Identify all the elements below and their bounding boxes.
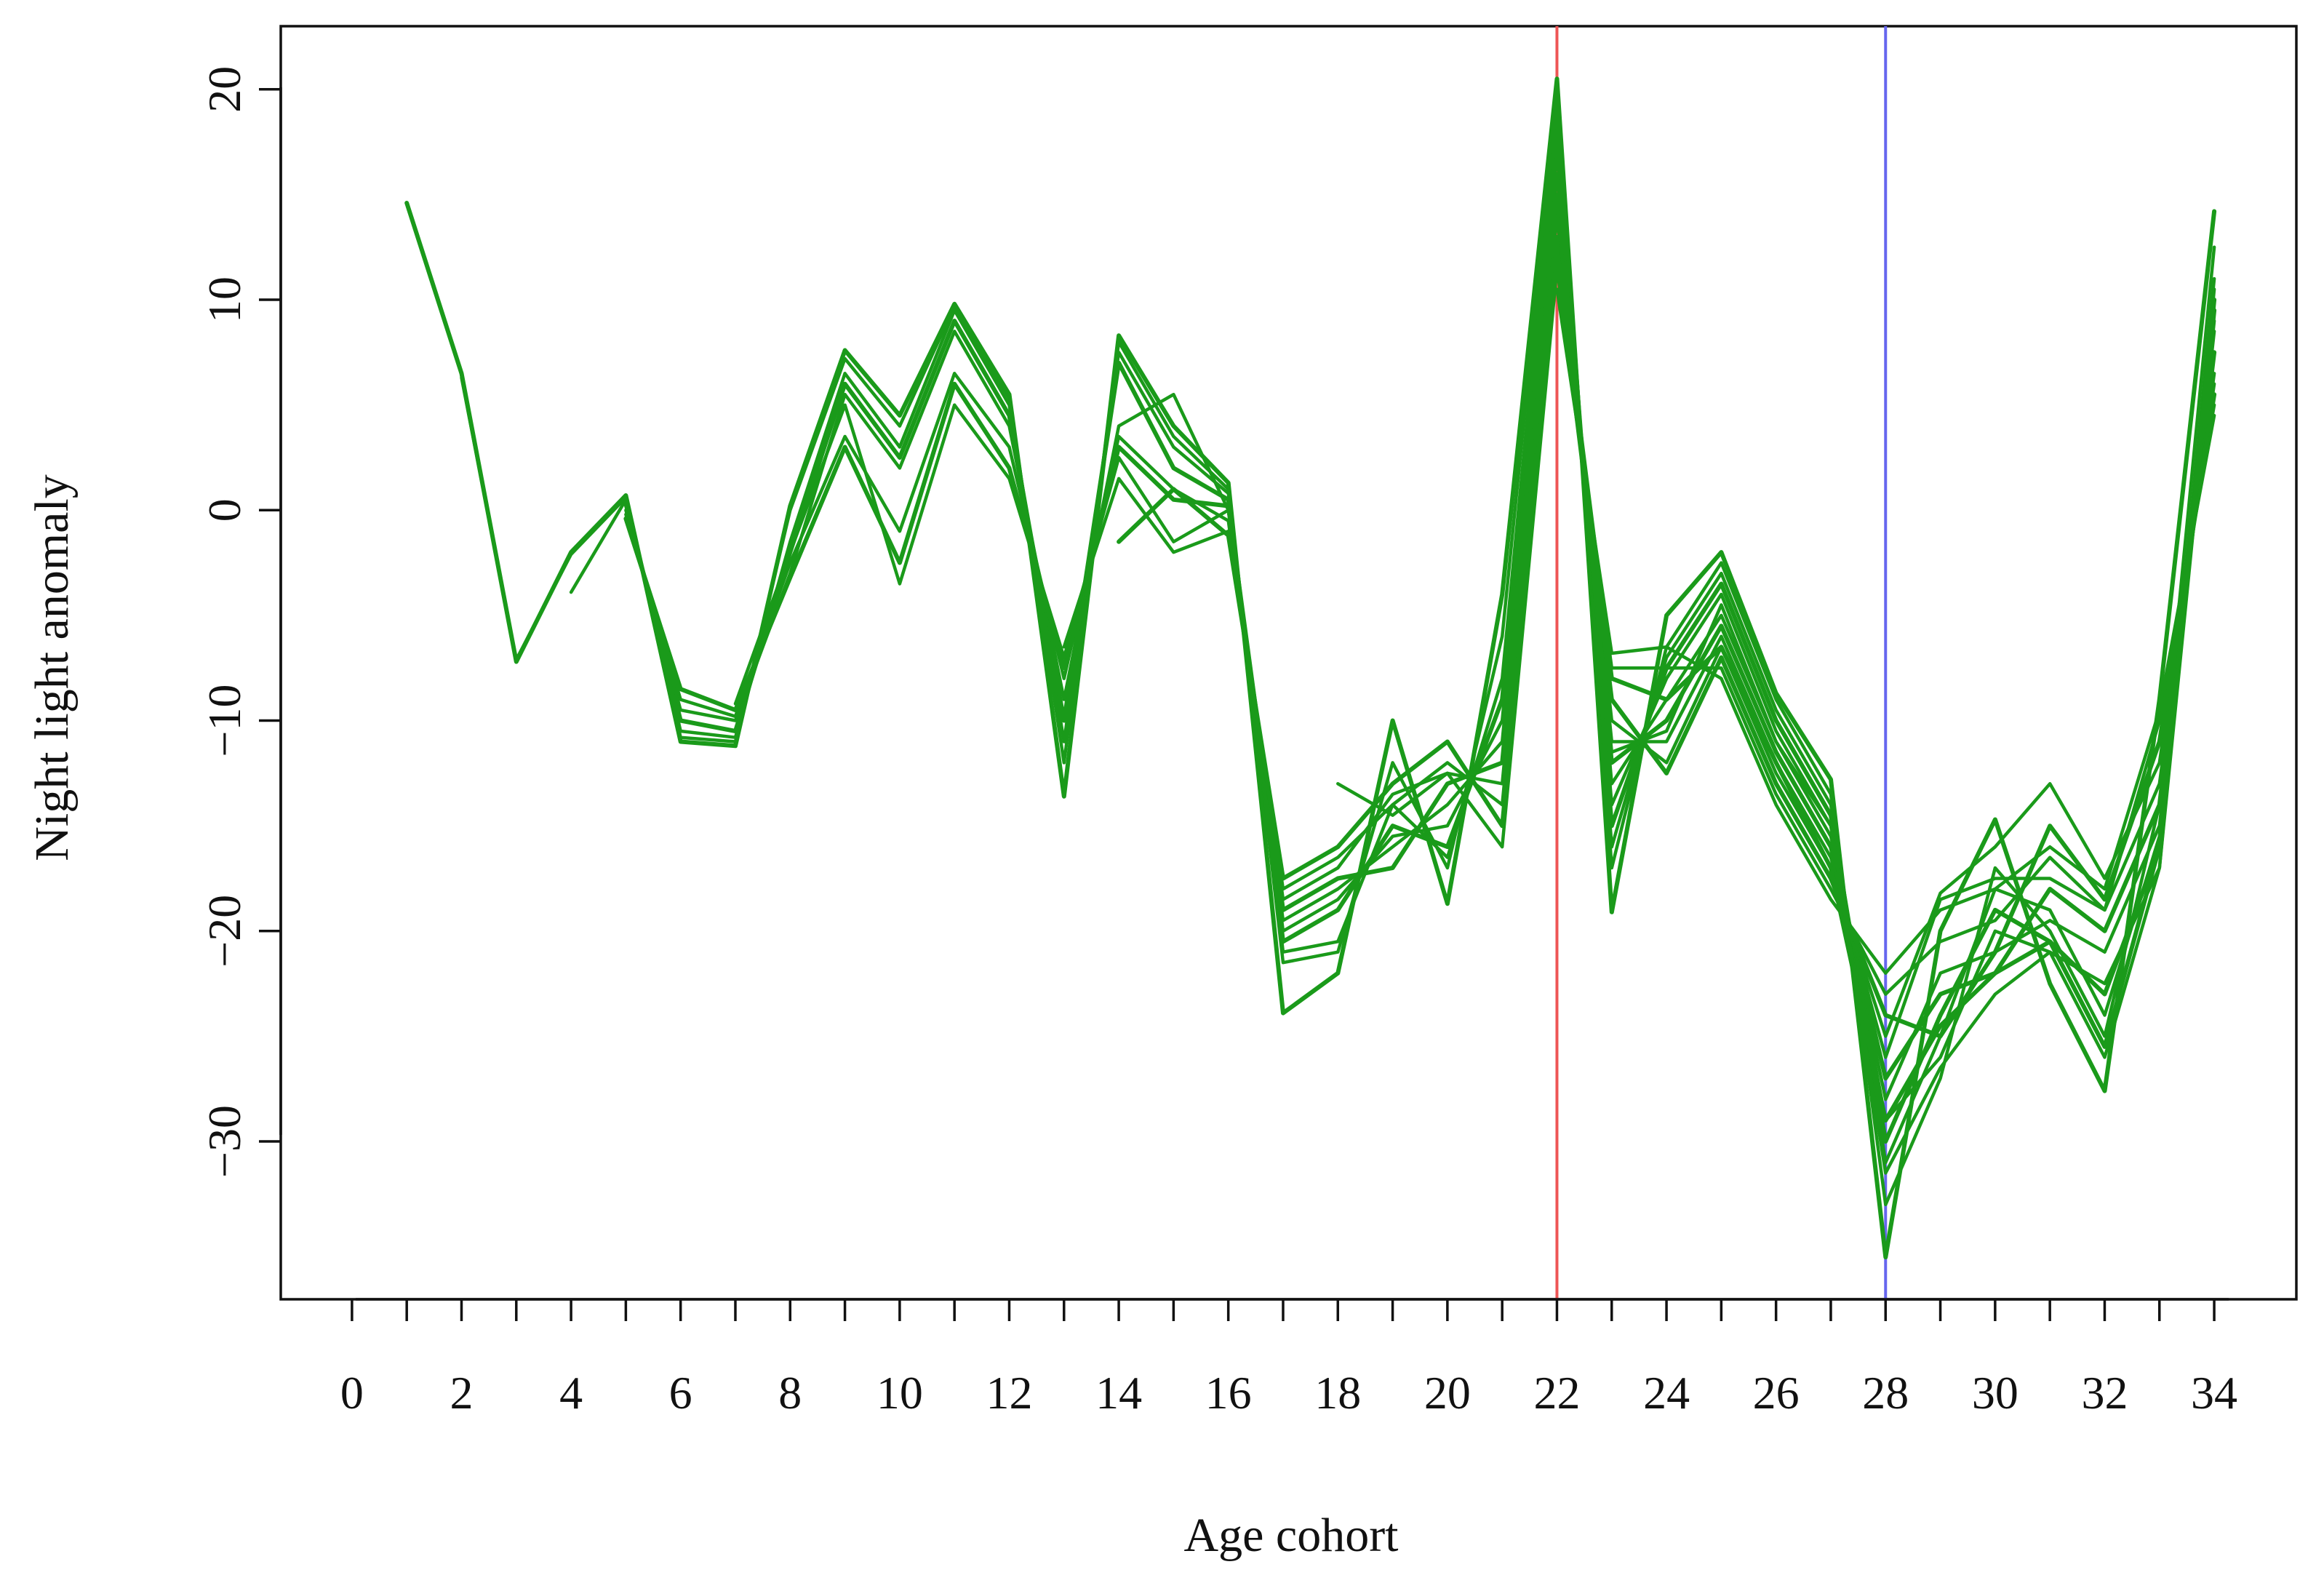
y-axis: 20 10 0 −10 −20 −30 [199, 66, 282, 1178]
x-tick-label: 34 [2191, 1367, 2237, 1419]
series-line-s7 [623, 192, 2217, 1081]
y-axis-title: Night light anomaly [25, 474, 79, 861]
x-tick-label: 28 [1862, 1367, 1909, 1419]
x-tick-label: 22 [1533, 1367, 1580, 1419]
x-tick-label: 14 [1095, 1367, 1142, 1419]
x-tick-label: 2 [450, 1367, 473, 1419]
plot-frame [279, 25, 2298, 1301]
series-line-s8 [733, 214, 2216, 1059]
series-line-s9 [1062, 235, 2216, 1038]
series-line-s1 [404, 76, 2217, 1260]
series-line-s3 [569, 108, 2216, 1165]
series-line-s5 [624, 151, 2216, 1123]
x-tick-label: 32 [2081, 1367, 2128, 1419]
series-line-s13 [1554, 244, 2217, 1123]
y-tick-label: 20 [199, 66, 250, 113]
y-tick-label: 0 [199, 498, 250, 522]
x-tick-label: 6 [669, 1367, 692, 1419]
x-tick-label: 8 [778, 1367, 802, 1419]
y-tick-label: −10 [199, 684, 250, 757]
series-line-s2 [460, 92, 2216, 1207]
series-line-s12 [1555, 287, 2216, 975]
x-axis-title: Age cohort [1183, 1509, 1398, 1562]
x-tick-label: 20 [1424, 1367, 1471, 1419]
y-tick-label: −30 [199, 1105, 250, 1178]
series-line-s6 [624, 172, 2216, 1101]
x-tick-label: 16 [1205, 1367, 1252, 1419]
series-line-s4 [623, 129, 2217, 1144]
y-tick-label: −20 [199, 895, 250, 968]
x-axis: 0 2 4 6 8 10 12 14 16 18 20 22 24 26 28 30 32 34 [340, 1298, 2237, 1419]
x-tick-label: 4 [559, 1367, 583, 1419]
x-tick-label: 30 [1972, 1367, 2018, 1419]
x-tick-label: 0 [340, 1367, 364, 1419]
series-line-s11 [1336, 266, 2216, 996]
x-tick-label: 10 [877, 1367, 923, 1419]
x-tick-label: 26 [1753, 1367, 1800, 1419]
series-lines [404, 76, 2217, 1260]
y-tick-label: 10 [199, 276, 250, 323]
x-tick-label: 18 [1314, 1367, 1361, 1419]
x-tick-label: 24 [1643, 1367, 1690, 1419]
series-line-s14 [1555, 203, 2216, 1175]
series-line-s10 [1117, 255, 2217, 1039]
x-tick-label: 12 [986, 1367, 1032, 1419]
